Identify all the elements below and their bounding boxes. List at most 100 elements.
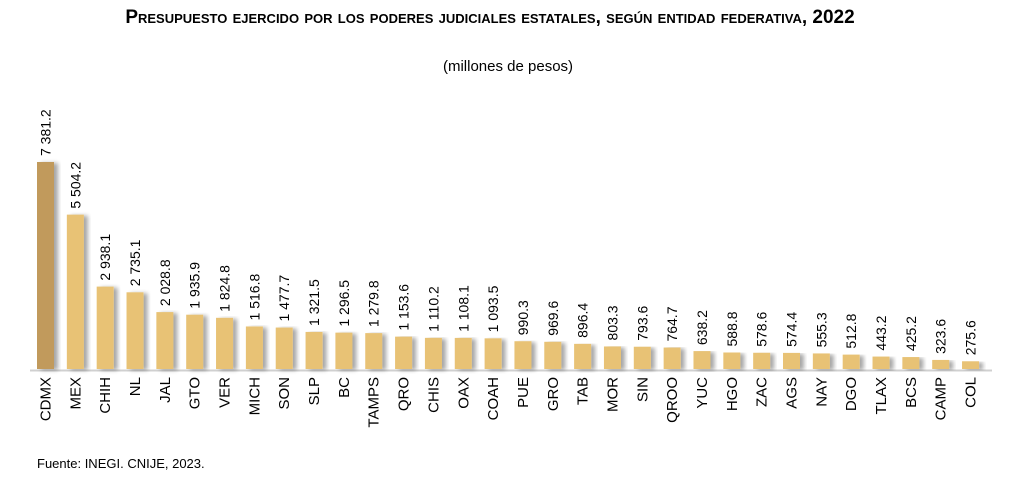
x-tick-label: CAMP <box>933 377 950 420</box>
bar-NL <box>126 292 144 369</box>
bar-AGS <box>783 352 800 369</box>
bar-CHIS <box>424 337 442 369</box>
bar-SON <box>275 327 293 369</box>
data-label: 1 824.8 <box>217 265 233 312</box>
x-tick-label: GTO <box>187 377 204 409</box>
data-label: 2 028.8 <box>157 259 173 306</box>
data-label: 1 296.5 <box>336 280 352 327</box>
data-label: 425.2 <box>903 316 919 351</box>
bar-MICH <box>245 326 263 369</box>
bar-HGO <box>723 352 741 369</box>
bar-SIN <box>633 346 651 369</box>
bar-CDMX <box>37 162 54 369</box>
x-tick-label: TAB <box>575 377 592 405</box>
x-tick-label: DGO <box>843 377 860 411</box>
data-label: 1 110.2 <box>425 286 441 332</box>
x-tick-label: NL <box>127 377 144 396</box>
data-label: 1 279.8 <box>366 280 382 327</box>
x-tick-label: CDMX <box>38 377 55 421</box>
data-label: 990.3 <box>515 300 531 335</box>
bar-DGO <box>842 354 860 369</box>
bar-GRO <box>544 341 562 369</box>
x-tick-label: ZAC <box>754 377 771 407</box>
data-label: 638.2 <box>694 310 710 345</box>
data-label: 555.3 <box>813 312 829 347</box>
data-label: 2 938.1 <box>97 234 113 281</box>
x-tick-label: COAH <box>485 377 502 420</box>
x-tick-label: JAL <box>157 377 174 403</box>
x-tick-label: HGO <box>724 377 741 411</box>
bar-PUE <box>514 341 532 369</box>
data-label: 1 108.1 <box>455 285 471 332</box>
data-label: 803.3 <box>604 305 620 340</box>
x-tick-label: QROO <box>664 377 681 423</box>
data-label: 1 477.7 <box>276 275 292 322</box>
bar-YUC <box>693 351 711 369</box>
data-label: 1 321.5 <box>306 279 322 326</box>
bar-COAH <box>484 338 502 369</box>
bar-MOR <box>603 346 621 369</box>
x-tick-label: OAX <box>455 377 472 409</box>
data-label: 323.6 <box>933 319 949 354</box>
bar-CHIH <box>96 286 114 369</box>
x-tick-label: GRO <box>545 377 562 411</box>
x-tick-label: NAY <box>813 377 830 407</box>
data-label: 1 093.5 <box>485 285 501 332</box>
x-tick-label: MEX <box>67 377 84 410</box>
x-tick-label: BC <box>336 377 353 398</box>
bar-TLAX <box>872 356 890 369</box>
x-tick-label: YUC <box>694 377 711 409</box>
x-tick-label: QRO <box>396 377 413 411</box>
source-note: Fuente: INEGI. CNIJE, 2023. <box>37 456 205 471</box>
bar-SLP <box>305 331 323 369</box>
bar-COL <box>962 361 980 369</box>
x-tick-label: TLAX <box>873 377 890 415</box>
bar-TAMPS <box>365 333 383 369</box>
data-label: 793.6 <box>634 305 650 340</box>
bar-ZAC <box>753 352 771 369</box>
bar-OAX <box>454 337 472 369</box>
data-label: 588.8 <box>724 311 740 346</box>
data-label: 5 504.2 <box>67 162 83 209</box>
data-label: 443.2 <box>873 315 889 350</box>
x-tick-label: COL <box>963 377 980 408</box>
bar-TAB <box>574 343 592 369</box>
data-label: 969.6 <box>545 301 561 336</box>
data-label: 1 935.9 <box>187 262 203 309</box>
x-tick-label: BCS <box>903 377 920 408</box>
data-label: 275.6 <box>963 320 979 355</box>
x-tick-label: PUE <box>515 377 532 408</box>
data-label: 764.7 <box>664 306 680 341</box>
bar-MEX <box>66 214 84 369</box>
bar-CAMP <box>932 359 950 369</box>
x-tick-label: SON <box>276 377 293 410</box>
bar-QROO <box>663 347 681 369</box>
bar-GTO <box>186 314 204 369</box>
x-tick-label: AGS <box>784 377 801 409</box>
x-tick-label: SIN <box>634 377 651 402</box>
x-tick-label: SLP <box>306 377 323 405</box>
x-tick-label: CHIS <box>425 377 442 413</box>
data-label: 2 735.1 <box>127 239 143 286</box>
x-tick-label: VER <box>217 377 234 408</box>
x-tick-label: MICH <box>246 377 263 415</box>
x-tick-label: MOR <box>604 377 621 412</box>
bar-NAY <box>812 353 830 369</box>
data-label: 1 153.6 <box>396 284 412 331</box>
data-label: 1 516.8 <box>246 274 262 321</box>
data-label: 574.4 <box>784 312 800 347</box>
chart-title: Presupuesto ejercido por los poderes jud… <box>125 7 855 28</box>
chart-subtitle: (millones de pesos) <box>442 58 574 75</box>
bar-JAL <box>156 312 174 369</box>
x-tick-label: TAMPS <box>366 377 383 428</box>
data-label: 896.4 <box>575 303 591 338</box>
data-label: 512.8 <box>843 313 859 348</box>
bar-QRO <box>395 336 413 369</box>
x-tick-label: CHIH <box>97 377 114 414</box>
data-label: 7 381.2 <box>38 109 54 156</box>
bar-BC <box>335 332 353 369</box>
bar-VER <box>216 317 234 369</box>
bar-BCS <box>902 357 920 369</box>
data-label: 578.6 <box>754 312 770 347</box>
